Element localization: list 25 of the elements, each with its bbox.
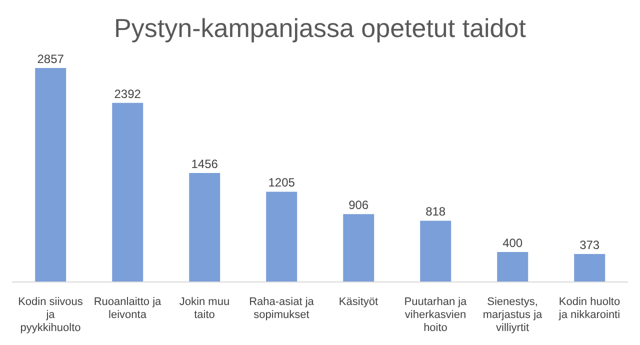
- x-tick-label: Raha-asiat ja sopimukset: [249, 296, 315, 321]
- data-label: 373: [580, 238, 600, 252]
- bar: [420, 220, 452, 282]
- data-label: 400: [502, 236, 523, 250]
- bar: [35, 68, 66, 282]
- data-label: 906: [348, 198, 369, 212]
- data-label: 818: [426, 204, 446, 219]
- x-tick-label: Ruoanlaitto ja leivonta: [94, 296, 162, 321]
- bar: [343, 214, 374, 282]
- bar: [189, 172, 220, 282]
- data-label: 2392: [114, 86, 142, 101]
- x-tick-label: Käsityöt: [338, 296, 378, 308]
- data-label: 1205: [268, 176, 296, 190]
- bar: [112, 102, 144, 282]
- x-tick-label: Jokin muu taito: [179, 296, 230, 321]
- data-label: 1456: [191, 156, 218, 171]
- x-tick-label: Sienestys, marjastus ja villiyrtit: [482, 296, 544, 334]
- bar: [497, 252, 528, 282]
- x-tick-label: Kodin huolto ja nikkarointi: [558, 296, 620, 321]
- x-tick-label: Kodin siivous ja pyykkihuolto: [18, 296, 84, 334]
- chart-title: Pystyn-kampanjassa opetetut taidot: [113, 12, 527, 45]
- bar: [266, 192, 298, 282]
- bar: [574, 254, 606, 282]
- x-tick-label: Puutarhan ja viherkasvien hoito: [404, 296, 468, 334]
- data-label: 2857: [37, 52, 64, 66]
